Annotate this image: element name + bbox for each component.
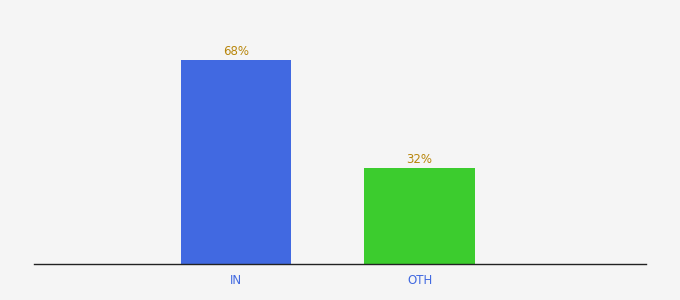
Text: 32%: 32%	[407, 153, 432, 166]
Bar	[181, 60, 291, 264]
Text: 68%: 68%	[223, 45, 249, 58]
Bar	[364, 168, 475, 264]
